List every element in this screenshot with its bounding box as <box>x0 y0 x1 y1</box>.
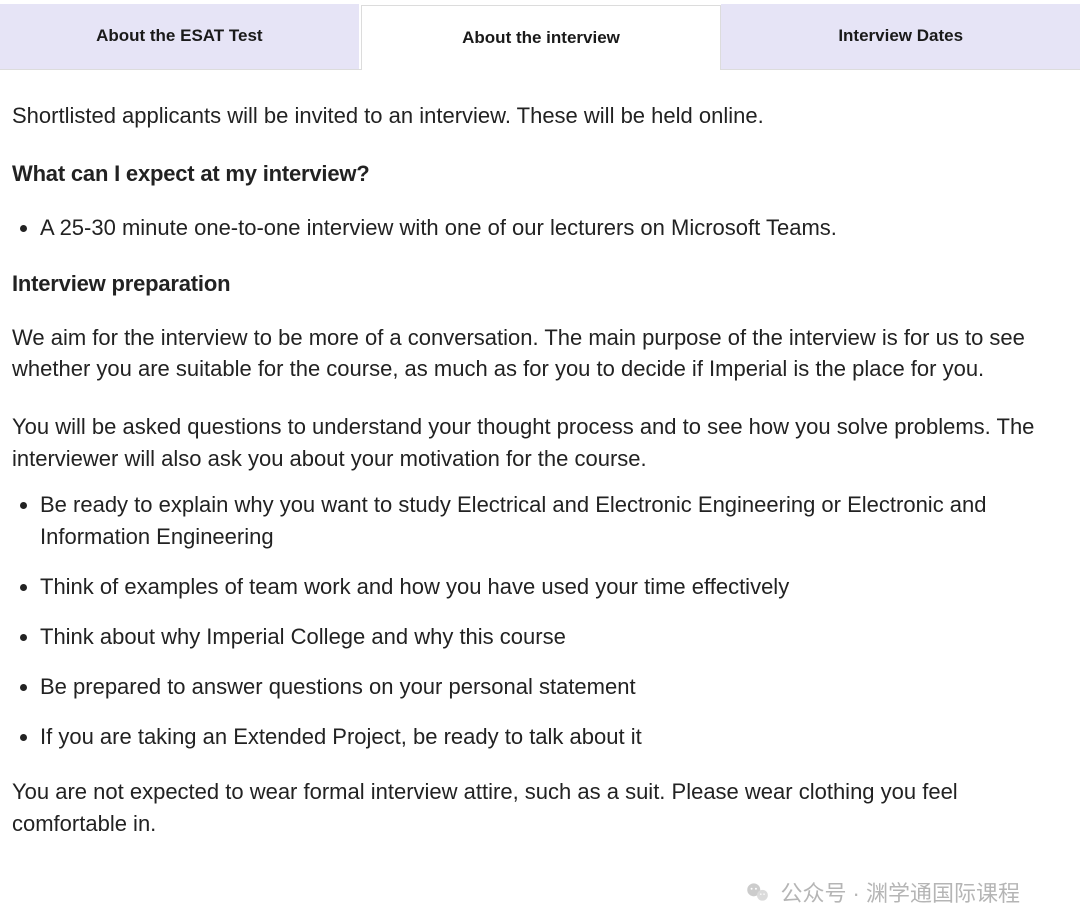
intro-paragraph: Shortlisted applicants will be invited t… <box>12 100 1068 132</box>
list-item: Be ready to explain why you want to stud… <box>40 489 1068 553</box>
prep-list: Be ready to explain why you want to stud… <box>12 489 1068 752</box>
list-item: A 25-30 minute one-to-one interview with… <box>40 212 1068 244</box>
page-root: About the ESAT Test About the interview … <box>0 4 1080 854</box>
tab-interview[interactable]: About the interview <box>361 5 722 70</box>
attire-paragraph: You are not expected to wear formal inte… <box>12 776 1068 840</box>
tab-content: Shortlisted applicants will be invited t… <box>0 70 1080 854</box>
tab-bar: About the ESAT Test About the interview … <box>0 4 1080 70</box>
wechat-icon <box>744 879 770 905</box>
watermark-text: 公众号 · 渊学通国际课程 <box>780 876 1020 908</box>
list-item: Think of examples of team work and how y… <box>40 571 1068 603</box>
expect-list: A 25-30 minute one-to-one interview with… <box>12 212 1068 244</box>
list-item: If you are taking an Extended Project, b… <box>40 721 1068 753</box>
prep-paragraph-2: You will be asked questions to understan… <box>12 411 1068 475</box>
prep-paragraph-1: We aim for the interview to be more of a… <box>12 322 1068 386</box>
heading-preparation: Interview preparation <box>12 268 1068 300</box>
list-item: Be prepared to answer questions on your … <box>40 671 1068 703</box>
watermark: 公众号 · 渊学通国际课程 <box>744 876 1020 908</box>
tab-dates[interactable]: Interview Dates <box>721 4 1080 69</box>
list-item: Think about why Imperial College and why… <box>40 621 1068 653</box>
heading-what-expect: What can I expect at my interview? <box>12 158 1068 190</box>
tab-esat[interactable]: About the ESAT Test <box>0 4 361 69</box>
